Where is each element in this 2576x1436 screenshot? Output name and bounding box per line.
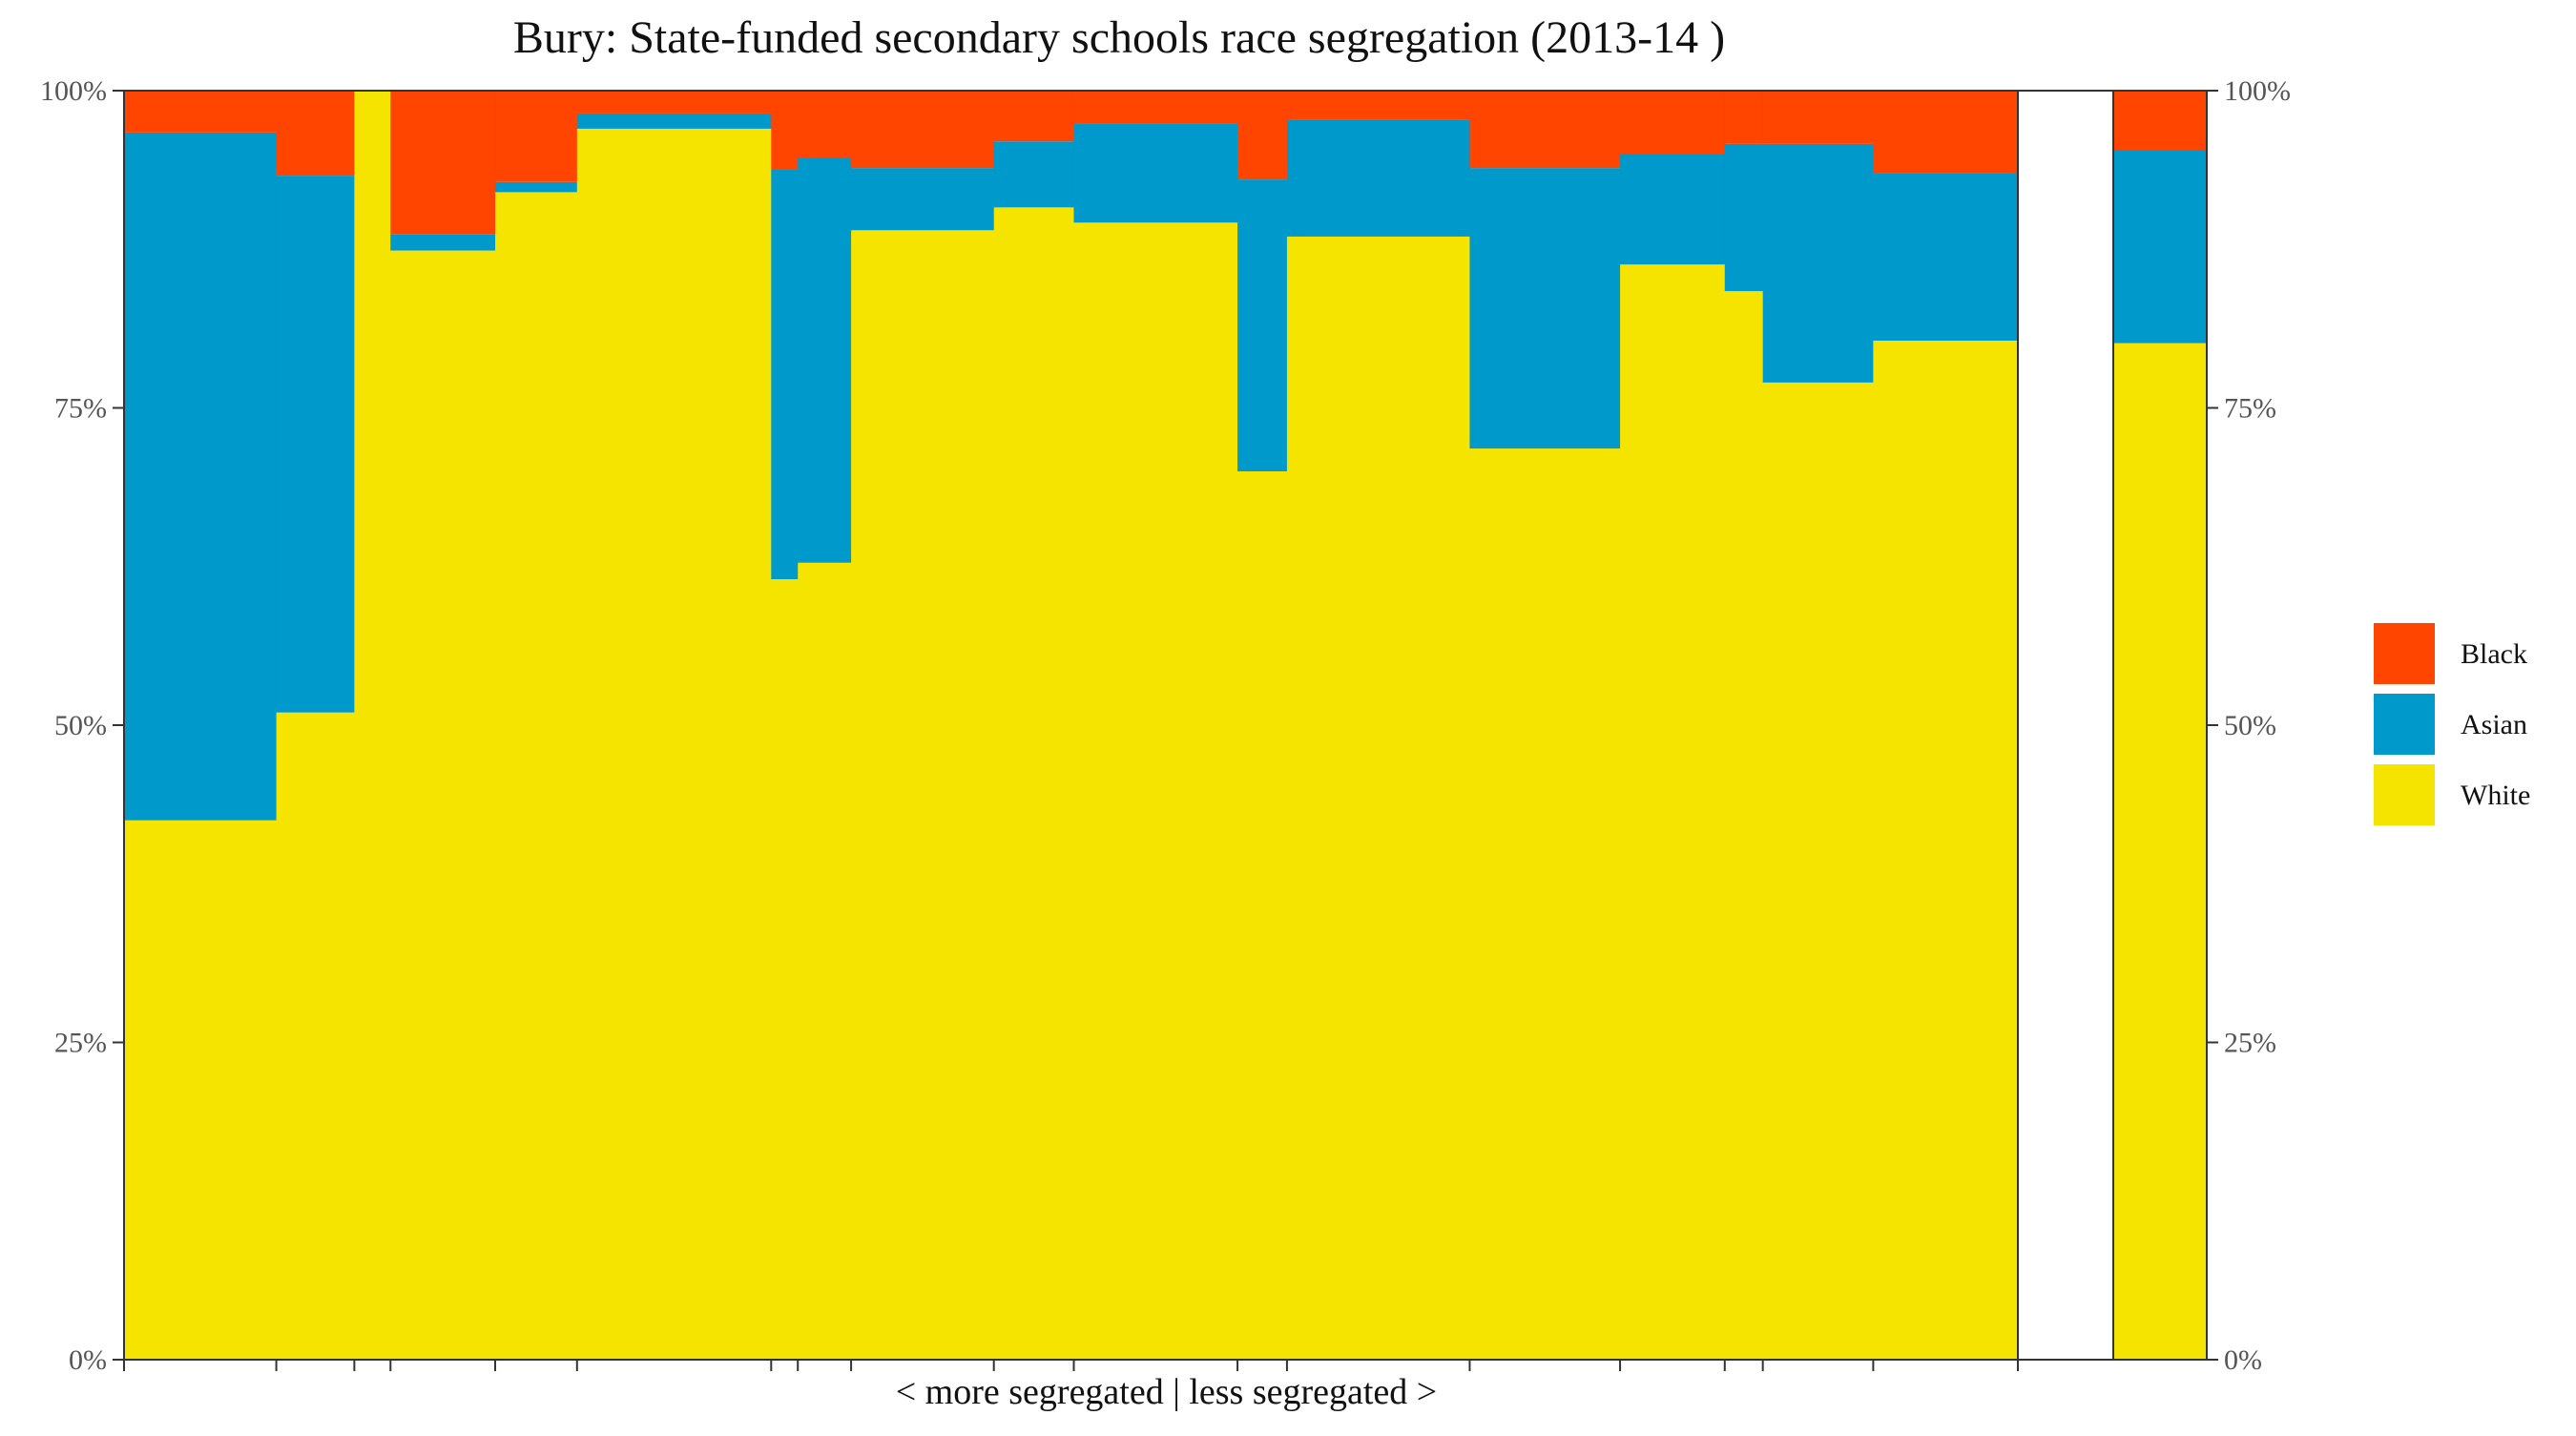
bar-segment-asian-15	[1620, 154, 1726, 265]
bar-segment-asian-6	[576, 113, 772, 129]
bar-segment-white-16	[1724, 291, 1764, 1360]
bar-segment-asian-12	[1237, 179, 1288, 471]
bar-segment-white-9	[851, 230, 995, 1360]
bar-segment-black-7	[771, 91, 799, 170]
total-bar-segment-white	[2113, 343, 2207, 1360]
bar-segment-black-12	[1237, 91, 1288, 180]
bar-segment-white-13	[1286, 236, 1471, 1361]
bar-segment-black-4	[390, 91, 496, 235]
y-tick-label-left-0: 0%	[69, 1344, 107, 1376]
bar-segment-asian-9	[851, 168, 995, 231]
bar-segment-black-15	[1620, 91, 1726, 155]
bar-segment-white-11	[1073, 222, 1238, 1360]
y-tick-label-left-25: 25%	[54, 1028, 107, 1059]
y-tick-label-left-75: 75%	[54, 393, 107, 425]
bar-segment-black-11	[1073, 91, 1238, 124]
bar-segment-asian-1	[124, 132, 278, 821]
legend-label-white: White	[2461, 780, 2530, 811]
bar-segment-white-2	[276, 712, 355, 1360]
bar-segment-asian-5	[495, 181, 578, 193]
bar-segment-asian-14	[1469, 168, 1621, 449]
bar-segment-black-2	[276, 91, 355, 177]
bar-segment-white-15	[1620, 264, 1726, 1361]
bar-segment-white-18	[1873, 341, 2019, 1360]
bar-segment-black-5	[495, 91, 578, 182]
y-tick-label-left-50: 50%	[54, 710, 107, 741]
y-tick-label-right-75: 75%	[2224, 393, 2276, 425]
y-tick-label-right-0: 0%	[2224, 1344, 2262, 1376]
bar-segment-asian-10	[993, 141, 1075, 208]
bar-segment-white-12	[1237, 471, 1288, 1360]
bar-segment-black-17	[1762, 91, 1874, 144]
chart-title: Bury: State-funded secondary schools rac…	[512, 12, 1726, 63]
y-tick-label-left-100: 100%	[40, 75, 107, 107]
bar-segment-black-10	[993, 91, 1075, 142]
bar-segment-black-16	[1724, 91, 1764, 144]
bar-segment-black-8	[798, 91, 852, 158]
bar-segment-asian-16	[1724, 143, 1764, 292]
bar-segment-white-3	[354, 91, 391, 1360]
total-bar-segment-asian	[2113, 150, 2207, 343]
bar-segment-black-1	[124, 91, 278, 133]
bar-segment-asian-17	[1762, 143, 1874, 383]
bar-segment-white-5	[495, 192, 578, 1360]
x-axis-label: < more segregated | less segregated >	[895, 1372, 1438, 1412]
bar-segment-white-7	[771, 579, 799, 1360]
bar-segment-white-4	[390, 250, 496, 1361]
y-tick-label-right-50: 50%	[2224, 710, 2276, 741]
legend-swatch-white	[2372, 762, 2437, 827]
bar-segment-asian-8	[798, 157, 852, 563]
legend-label-asian: Asian	[2461, 709, 2527, 740]
bar-segment-white-14	[1469, 448, 1621, 1360]
bar-segment-white-1	[124, 820, 278, 1360]
bar-segment-white-6	[576, 128, 772, 1360]
bar-segment-asian-7	[771, 169, 799, 580]
y-tick-label-right-25: 25%	[2224, 1028, 2276, 1059]
bar-segment-white-8	[798, 562, 852, 1360]
bar-segment-black-9	[851, 91, 995, 169]
bar-segment-black-18	[1873, 91, 2019, 174]
legend-label-black: Black	[2461, 638, 2527, 670]
bar-segment-asian-4	[390, 234, 496, 251]
legend-swatch-black	[2372, 621, 2437, 686]
bar-segment-white-17	[1762, 382, 1874, 1360]
y-tick-label-right-100: 100%	[2224, 75, 2291, 107]
bar-segment-asian-18	[1873, 173, 2019, 342]
bar-segment-white-10	[993, 207, 1075, 1361]
bar-segment-black-13	[1286, 91, 1471, 120]
bar-segment-black-6	[576, 91, 772, 114]
bar-segment-black-14	[1469, 91, 1621, 169]
legend-swatch-asian	[2372, 692, 2437, 757]
bar-segment-asian-13	[1286, 119, 1471, 237]
bar-segment-asian-2	[276, 176, 355, 713]
total-bar-segment-black	[2113, 91, 2207, 151]
bar-segment-asian-11	[1073, 123, 1238, 223]
